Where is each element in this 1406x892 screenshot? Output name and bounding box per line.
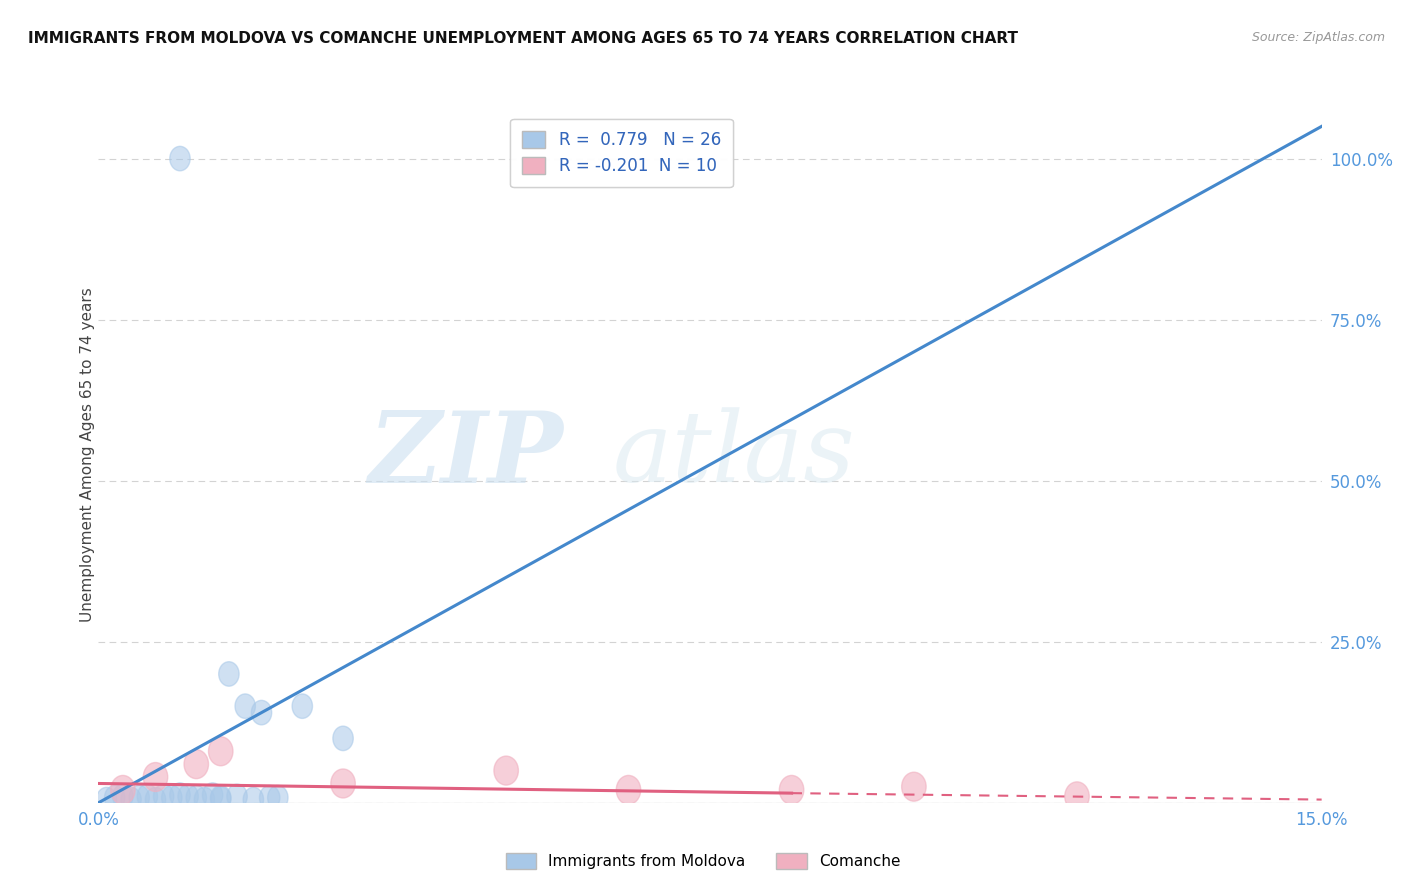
- Ellipse shape: [170, 146, 190, 171]
- Ellipse shape: [616, 775, 641, 805]
- Ellipse shape: [333, 726, 353, 751]
- Ellipse shape: [145, 788, 166, 812]
- Ellipse shape: [211, 787, 231, 811]
- Ellipse shape: [235, 694, 256, 718]
- Ellipse shape: [170, 783, 190, 807]
- Text: atlas: atlas: [612, 408, 855, 502]
- Ellipse shape: [179, 784, 198, 808]
- Legend: Immigrants from Moldova, Comanche: Immigrants from Moldova, Comanche: [499, 847, 907, 875]
- Ellipse shape: [186, 786, 207, 810]
- Ellipse shape: [267, 786, 288, 810]
- Ellipse shape: [208, 737, 233, 765]
- Ellipse shape: [252, 700, 271, 725]
- Legend: R =  0.779   N = 26, R = -0.201  N = 10: R = 0.779 N = 26, R = -0.201 N = 10: [510, 119, 733, 186]
- Ellipse shape: [292, 694, 312, 718]
- Text: Source: ZipAtlas.com: Source: ZipAtlas.com: [1251, 31, 1385, 45]
- Ellipse shape: [243, 788, 263, 812]
- Ellipse shape: [143, 763, 167, 791]
- Ellipse shape: [153, 784, 174, 808]
- Ellipse shape: [162, 786, 181, 810]
- Ellipse shape: [901, 772, 927, 801]
- Text: IMMIGRANTS FROM MOLDOVA VS COMANCHE UNEMPLOYMENT AMONG AGES 65 TO 74 YEARS CORRE: IMMIGRANTS FROM MOLDOVA VS COMANCHE UNEM…: [28, 31, 1018, 46]
- Ellipse shape: [138, 784, 157, 808]
- Ellipse shape: [121, 788, 141, 812]
- Text: ZIP: ZIP: [368, 407, 564, 503]
- Ellipse shape: [494, 756, 519, 785]
- Ellipse shape: [104, 786, 125, 810]
- Y-axis label: Unemployment Among Ages 65 to 74 years: Unemployment Among Ages 65 to 74 years: [80, 287, 94, 623]
- Ellipse shape: [184, 749, 208, 779]
- Ellipse shape: [112, 784, 134, 808]
- Ellipse shape: [330, 769, 356, 798]
- Ellipse shape: [129, 786, 149, 810]
- Ellipse shape: [219, 662, 239, 686]
- Ellipse shape: [111, 775, 135, 805]
- Ellipse shape: [194, 788, 215, 812]
- Ellipse shape: [779, 775, 804, 805]
- Ellipse shape: [260, 786, 280, 810]
- Ellipse shape: [1064, 782, 1090, 811]
- Ellipse shape: [202, 783, 222, 807]
- Ellipse shape: [97, 788, 117, 812]
- Ellipse shape: [226, 784, 247, 808]
- Ellipse shape: [211, 786, 231, 810]
